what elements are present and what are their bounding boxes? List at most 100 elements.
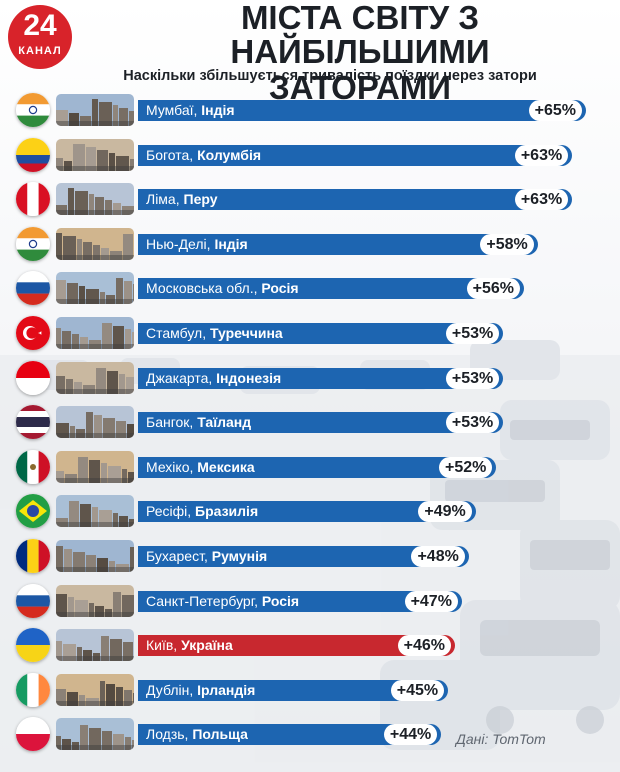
chart-bar: Дублін, Ірландія +45%: [138, 679, 449, 701]
bar-label: Бангок, Таїланд: [146, 414, 251, 431]
country-name: Таїланд: [197, 414, 252, 431]
mexico-flag-icon: [16, 449, 50, 484]
peru-flag-icon: [16, 182, 50, 217]
page-title-line-2: НАЙБІЛЬШИМИ ЗАТОРАМИ: [230, 33, 490, 106]
city-photo: [56, 272, 134, 305]
chart-row: Санкт-Петербург, Росія +47%: [0, 580, 620, 620]
city-name: Нью-Делі,: [146, 235, 215, 252]
chart-bar: Московська обл., Росія +56%: [138, 278, 524, 300]
chart-bar: Нью-Делі, Індія +58%: [138, 233, 538, 255]
chart-bar: Санкт-Петербург, Росія +47%: [138, 590, 462, 612]
russia-flag-icon: [16, 583, 50, 618]
chart-bar: Ліма, Перу +63%: [138, 189, 573, 211]
bar-label: Стамбул, Туреччина: [146, 325, 283, 342]
country-name: Росія: [261, 592, 300, 609]
city-photo: [56, 495, 134, 528]
bar-label: Джакарта, Індонезія: [146, 370, 281, 387]
bar-label: Богота, Колумбія: [146, 147, 261, 164]
city-photo: [56, 361, 134, 394]
page-subtitle: Наскільки збільшується тривалість поїздк…: [123, 68, 537, 84]
city-name: Мехіко,: [146, 458, 198, 475]
logo-number: 24: [23, 9, 57, 42]
city-name: Ресіфі,: [146, 503, 196, 520]
city-name: Стамбул,: [146, 325, 210, 341]
country-name: Перу: [183, 191, 218, 208]
bar-value-label: +53%: [445, 367, 500, 389]
chart-bar: Київ, Україна +46%: [138, 635, 456, 657]
bar-value-label: +45%: [390, 679, 445, 701]
bar-value-label: +52%: [439, 456, 493, 478]
bar-value-label: +65%: [528, 100, 582, 121]
city-photo: [56, 406, 134, 439]
chart-bar: Бухарест, Румунія +48%: [138, 546, 469, 567]
city-name: Бухарест,: [146, 548, 212, 564]
chart-bar: Лодзь, Польща +44%: [138, 724, 442, 746]
india-flag-icon: [16, 226, 50, 261]
country-name: Польща: [192, 726, 248, 743]
city-name: Мумбаї,: [146, 102, 202, 118]
ukraine-flag-icon: [16, 628, 50, 663]
chart-row: Стамбул, Туреччина +53%: [0, 312, 620, 352]
data-source: Дані: TomTom: [456, 731, 546, 747]
city-name: Ліма,: [146, 191, 184, 208]
chart-bar: Стамбул, Туреччина +53%: [138, 323, 504, 344]
city-photo: [56, 718, 134, 751]
city-name: Богота,: [146, 146, 198, 163]
city-photo: [56, 584, 134, 617]
chart-row: Джакарта, Індонезія +53%: [0, 357, 620, 397]
chart-row: Ресіфі, Бразилія +49%: [0, 490, 620, 530]
bar-value-label: +47%: [404, 590, 458, 612]
chart-row: Богота, Колумбія +63%: [0, 134, 620, 174]
city-photo: [56, 138, 134, 171]
channel-24-logo: 24 КАНАЛ: [8, 5, 72, 69]
city-photo: [56, 673, 134, 706]
country-name: Росія: [261, 280, 299, 297]
bar-value-label: +46%: [397, 635, 452, 657]
thailand-flag-icon: [16, 405, 50, 440]
chart-bar: Джакарта, Індонезія +53%: [138, 367, 504, 389]
city-photo: [56, 450, 134, 483]
city-name: Санкт-Петербург,: [146, 592, 262, 609]
ireland-flag-icon: [16, 672, 50, 707]
logo-name: КАНАЛ: [18, 45, 62, 57]
country-name: Румунія: [211, 548, 268, 564]
bar-value-label: +48%: [411, 546, 465, 567]
bar-label: Ресіфі, Бразилія: [146, 503, 258, 520]
page-title-line-1: МІСТА СВІТУ З: [240, 0, 480, 36]
country-name: Україна: [181, 637, 233, 654]
city-photo: [56, 183, 134, 216]
india-flag-icon: [16, 93, 50, 127]
bar-value-label: +44%: [383, 724, 438, 746]
country-name: Індія: [201, 102, 235, 118]
city-photo: [56, 94, 134, 126]
city-name: Київ,: [146, 637, 182, 654]
chart-row: Бухарест, Румунія +48%: [0, 535, 620, 575]
bar-label: Бухарест, Румунія: [146, 548, 267, 565]
bar-value-label: +63%: [514, 144, 569, 166]
country-name: Туреччина: [209, 325, 283, 341]
chart-row: Ліма, Перу +63%: [0, 178, 620, 218]
country-name: Індонезія: [216, 369, 282, 386]
chart-bar: Бангок, Таїланд +53%: [138, 412, 504, 434]
country-name: Колумбія: [197, 146, 262, 163]
city-name: Московська обл.,: [146, 280, 262, 297]
bar-label: Київ, Україна: [146, 637, 233, 654]
colombia-flag-icon: [16, 137, 50, 172]
bar-label: Дублін, Ірландія: [146, 682, 255, 699]
indonesia-flag-icon: [16, 360, 50, 395]
city-name: Бангок,: [146, 414, 198, 431]
chart-row: Бангок, Таїланд +53%: [0, 401, 620, 441]
bar-label: Мумбаї, Індія: [146, 102, 235, 119]
chart-row: Київ, Україна +46%: [0, 624, 620, 664]
chart-row: Мехіко, Мексика +52%: [0, 446, 620, 486]
bar-label: Нью-Делі, Індія: [146, 236, 248, 253]
chart-row: Дублін, Ірландія +45%: [0, 669, 620, 709]
bar-label: Московська обл., Росія: [146, 280, 299, 297]
chart-row: Нью-Делі, Індія +58%: [0, 223, 620, 263]
chart-row: Московська обл., Росія +56%: [0, 267, 620, 307]
country-name: Бразилія: [195, 503, 259, 520]
bar-value-label: +53%: [445, 323, 500, 344]
russia-flag-icon: [16, 271, 50, 306]
bar-value-label: +49%: [418, 501, 472, 523]
